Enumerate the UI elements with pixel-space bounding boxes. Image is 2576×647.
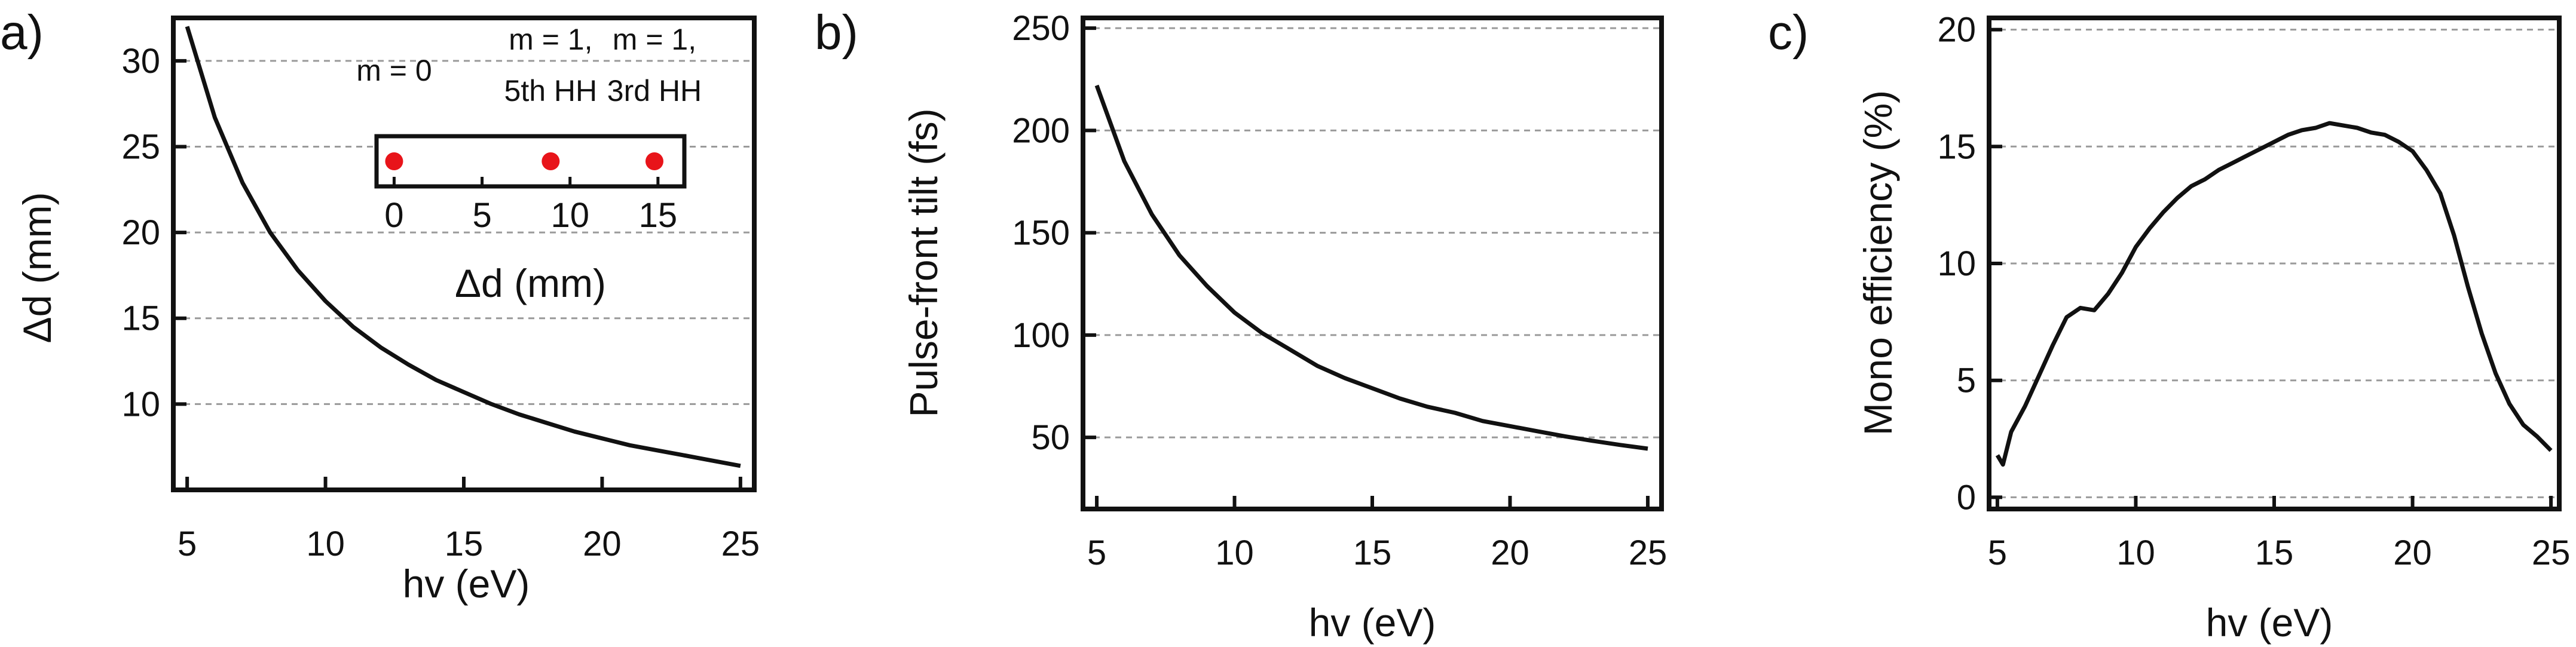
panel-a-y-tick-label: 25: [121, 127, 160, 166]
panel-b-letter: b): [815, 5, 858, 60]
panel-b-y-axis-title: Pulse-front tilt (fs): [901, 108, 946, 417]
panel-a-x-tick-label: 20: [583, 525, 622, 563]
panel-b-y-tick-label: 200: [1012, 111, 1070, 150]
panel-a-chart: a) hv (eV) Δd (mm) 10 15 20 25 30 5 10 15 20 25 0…: [0, 5, 760, 606]
panel-a-y-tick-label: 20: [121, 213, 160, 252]
inset-point-marker: [645, 152, 663, 170]
panel-b-y-tick-label: 100: [1012, 316, 1070, 355]
panel-b-x-tick-label: 10: [1215, 533, 1254, 572]
panel-a-plot-frame: [171, 16, 757, 492]
panel-b-x-tick-label: 5: [1087, 533, 1106, 572]
panel-b-x-tick-label: 15: [1353, 533, 1392, 572]
inset-point-marker: [385, 152, 403, 170]
panel-c-chart: c) hv (eV) Mono efficiency (%) 051015205…: [1768, 5, 2570, 645]
panel-a-y-axis-title: Δd (mm): [15, 192, 59, 343]
panel-a-y-tick-label: 10: [121, 385, 160, 424]
inset-x-tick-label: 15: [639, 196, 678, 235]
panel-a-y-tick-label: 15: [121, 299, 160, 338]
panel-a-series-line: [185, 26, 741, 468]
panel-c-plot-frame: [1987, 16, 2562, 511]
panel-a-x-axis-title: hv (eV): [403, 562, 530, 606]
inset-frame: [374, 134, 687, 189]
panel-a-letter: a): [0, 5, 44, 60]
inset-point-marker: [541, 152, 560, 170]
panel-a-y-tick-label: 30: [121, 42, 160, 81]
panel-c-x-tick-label: 20: [2393, 533, 2432, 572]
panel-c-y-tick-label: 15: [1937, 127, 1976, 166]
panel-c-letter: c): [1768, 5, 1809, 60]
panel-c-y-tick-label: 20: [1937, 11, 1976, 50]
inset-x-tick-label: 5: [472, 196, 491, 235]
inset-point-label: 3rd HH: [607, 74, 702, 108]
panel-c-x-axis-title: hv (eV): [2206, 600, 2333, 645]
panel-c-y-tick-label: 0: [1957, 478, 1976, 517]
panel-c-y-tick-label: 5: [1957, 361, 1976, 400]
inset-x-axis-title: Δd (mm): [455, 261, 606, 305]
panel-b-y-tick-label: 150: [1012, 214, 1070, 253]
inset-point-label: 5th HH: [504, 74, 598, 108]
panel-b-chart: b) hv (eV) Pulse-front tilt (fs) 50 100 15…: [815, 5, 1667, 645]
inset-point-label: m = 1,: [509, 23, 592, 56]
panel-a-x-tick-label: 10: [306, 525, 345, 563]
panel-b-plot-frame: [1081, 16, 1664, 511]
panel-b-y-tick-label: 50: [1031, 418, 1070, 457]
panel-c-y-axis-title: Mono efficiency (%): [1856, 90, 1900, 436]
panel-b-x-axis-title: hv (eV): [1309, 600, 1436, 645]
panel-c-x-tick-label: 10: [2116, 533, 2155, 572]
panel-b-y-tick-label: 250: [1012, 9, 1070, 48]
panel-b-x-tick-label: 20: [1491, 533, 1529, 572]
panel-a-inset: 0 5 10 15 Δd (mm) m = 0 m = 1, 5th HH m = 1, 3rd …: [356, 23, 702, 305]
inset-x-tick-label: 10: [550, 196, 589, 235]
panel-c-x-tick-label: 25: [2532, 533, 2571, 572]
panel-c-y-tick-label: 10: [1937, 244, 1976, 283]
panel-a-x-tick-label: 5: [178, 525, 197, 563]
panel-c-x-tick-label: 15: [2255, 533, 2294, 572]
panel-a-x-tick-label: 15: [445, 525, 484, 563]
inset-point-label: m = 1,: [613, 23, 696, 56]
panel-b-x-tick-label: 25: [1629, 533, 1668, 572]
panel-b-series-line: [1094, 84, 1648, 451]
panel-c-series-line: [1995, 121, 2553, 467]
panel-c-x-tick-label: 5: [1988, 533, 2007, 572]
panel-a-x-tick-label: 25: [721, 525, 760, 563]
inset-x-tick-label: 0: [384, 196, 403, 235]
inset-point-label: m = 0: [356, 54, 432, 87]
